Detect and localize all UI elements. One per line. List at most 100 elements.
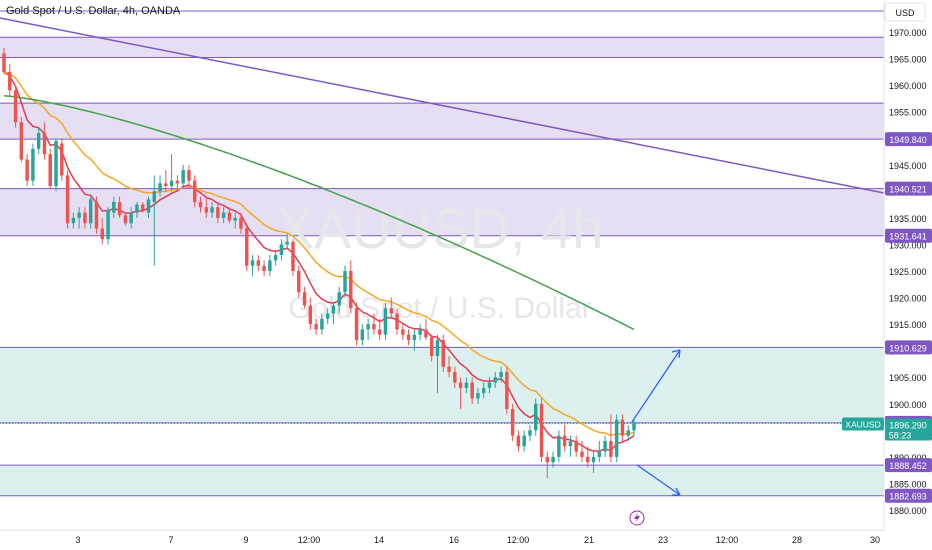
zone-green xyxy=(0,465,884,496)
candle-body xyxy=(574,440,578,452)
candle-body xyxy=(418,329,422,335)
candle-body xyxy=(152,191,157,202)
currency-label: USD xyxy=(895,8,915,18)
level-tag-bg xyxy=(885,458,932,473)
lightning-circle xyxy=(629,510,645,526)
current-price-tag-bg xyxy=(885,418,932,441)
candle-body xyxy=(557,435,561,457)
symbol-title: Gold Spot / U.S. Dollar, 4h, OANDA xyxy=(6,5,181,17)
currency-box xyxy=(884,2,926,22)
candle-body xyxy=(245,228,249,266)
candle-body xyxy=(60,143,64,176)
price-tick-label: 1945.000 xyxy=(889,161,927,171)
candle-body xyxy=(13,90,18,123)
candle-body xyxy=(620,419,625,436)
symbol-tag-label: XAUUSD xyxy=(845,419,880,429)
candle-body xyxy=(181,170,185,184)
candle-body xyxy=(395,313,399,330)
candle-body xyxy=(331,305,336,314)
candle-body xyxy=(354,308,359,341)
candle-body xyxy=(268,260,272,271)
ema-mid-line xyxy=(3,71,635,437)
zone-purple xyxy=(0,37,884,58)
candle-body xyxy=(534,403,538,431)
candle-body xyxy=(493,377,498,383)
candle-body xyxy=(285,241,289,245)
candle-body xyxy=(447,366,451,372)
candle-body xyxy=(77,212,81,218)
arrow-up-line xyxy=(631,349,681,423)
level-tag-label: 1940.521 xyxy=(889,185,927,195)
candle-body xyxy=(343,271,347,293)
candle-body xyxy=(83,212,87,224)
price-tick-label: 1905.000 xyxy=(889,373,927,383)
candle-body xyxy=(71,217,76,224)
candle-body xyxy=(302,292,307,306)
candle-body xyxy=(528,430,532,436)
price-tags: 1910.629 1888.452 1882.693 1931.641 1940.521… xyxy=(842,132,932,503)
candle-body xyxy=(297,271,301,293)
candle-body xyxy=(25,159,29,181)
price-tick-label: 1920.000 xyxy=(889,294,927,304)
candle-body xyxy=(164,183,168,187)
time-tick-label: 21 xyxy=(584,535,594,545)
candle-body xyxy=(135,204,139,213)
time-axis: 3 7 9 12:00 14 16 12:00 21 23 12:00 28 30 xyxy=(0,529,884,545)
candle-body xyxy=(112,201,116,213)
lightning-bolt xyxy=(634,513,640,523)
candle-body xyxy=(505,371,509,410)
candle-body xyxy=(597,451,602,457)
time-tick-label: 14 xyxy=(374,535,384,545)
level-tag-bg xyxy=(885,488,932,503)
candle-body xyxy=(609,440,613,457)
candle-body xyxy=(545,456,550,463)
price-tick-label: 1885.000 xyxy=(889,479,927,489)
candle-body xyxy=(487,382,492,388)
candle-body xyxy=(308,305,313,325)
candle-body xyxy=(349,271,353,309)
candle-body xyxy=(129,212,133,224)
candle-body xyxy=(441,340,445,367)
candle-body xyxy=(337,292,341,306)
time-tick-label: 9 xyxy=(243,535,248,545)
price-tick-label: 1935.000 xyxy=(889,214,927,224)
candle-body xyxy=(481,387,486,394)
candle-body xyxy=(65,175,70,224)
price-tick-label: 1955.000 xyxy=(889,108,927,118)
countdown-label: 58:23 xyxy=(889,430,912,440)
candle-body xyxy=(193,180,197,202)
candle-body xyxy=(262,265,266,271)
candle-body xyxy=(279,244,284,256)
candle-body xyxy=(499,371,503,378)
candle-body xyxy=(568,440,573,447)
candle-body xyxy=(233,217,237,221)
level-tag-label: 1949.840 xyxy=(889,135,927,145)
price-tick-label: 1900.000 xyxy=(889,400,927,410)
level-tag-label: 1931.641 xyxy=(889,232,927,242)
candle-body xyxy=(256,260,261,266)
symbol-tag-bg xyxy=(842,417,884,431)
candle-body xyxy=(273,255,278,261)
price-tick-label: 1970.000 xyxy=(889,28,927,38)
level-tag-bg xyxy=(885,228,932,243)
candle-body xyxy=(401,329,405,335)
time-tick-label: 16 xyxy=(449,535,459,545)
candle-body xyxy=(2,53,6,72)
candle-body xyxy=(591,456,596,463)
time-tick-label: 12:00 xyxy=(507,535,530,545)
ema-slow-line xyxy=(3,94,635,331)
candle-body xyxy=(470,382,474,399)
price-tick-label: 1880.000 xyxy=(889,506,927,516)
candle-body xyxy=(216,207,220,218)
candle-body xyxy=(291,241,295,271)
time-tick-label: 28 xyxy=(792,535,802,545)
zones xyxy=(0,10,884,497)
candle-body xyxy=(314,324,318,330)
candle-body xyxy=(360,329,365,341)
level-tag-label: 1888.452 xyxy=(889,461,927,471)
time-tick-label: 12:00 xyxy=(298,535,321,545)
candle-body xyxy=(603,440,607,452)
candle-body xyxy=(210,207,214,213)
